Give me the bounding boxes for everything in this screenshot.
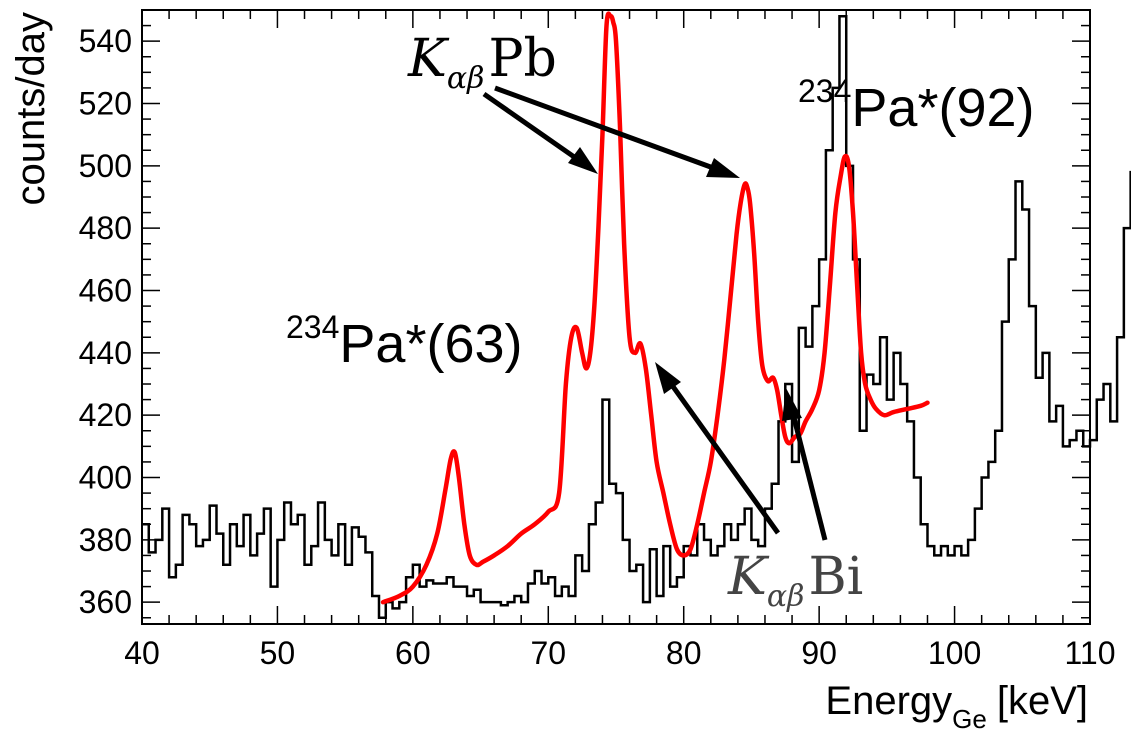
arrowhead-bi-right: [782, 388, 802, 421]
y-tick-label: 440: [79, 335, 132, 371]
label-kbi-k: K: [727, 547, 770, 607]
y-tick-label: 400: [79, 460, 132, 496]
label-pa63: 234Pa*(63): [286, 309, 522, 374]
x-tick-label: 90: [801, 635, 837, 671]
label-pa63-sup: 234: [286, 309, 339, 345]
arrowhead-pb-left: [568, 147, 598, 174]
arrow-bi-right: [787, 401, 828, 541]
label-pa63-text: Pa*(63): [339, 314, 522, 374]
x-tick-label: 70: [530, 635, 566, 671]
y-axis-title: counts/day: [9, 12, 53, 205]
label-pa92-sup: 234: [798, 73, 851, 109]
x-tick-label: 110: [1064, 635, 1115, 671]
label-pa92: 234Pa*(92): [798, 73, 1034, 138]
label-kpb-k: K: [407, 29, 450, 89]
x-tick-label: 80: [666, 635, 702, 671]
y-tick-label: 420: [79, 397, 132, 433]
y-tick-label: 500: [79, 148, 132, 184]
series-layer: [142, 11, 1131, 620]
axis-ticks: [141, 9, 1091, 624]
label-kpb: KαβPb: [407, 29, 557, 96]
y-tick-label: 460: [79, 273, 132, 309]
label-kbi-text: Bi: [808, 547, 863, 607]
label-kbi: KαβBi: [727, 547, 863, 614]
label-kbi-sub: αβ: [767, 579, 805, 614]
x-axis-title: EnergyGe [keV]: [825, 679, 1088, 734]
y-tick-label: 360: [79, 584, 132, 620]
x-axis-title-main: Energy: [825, 679, 952, 723]
arrowhead-bi-left: [655, 362, 681, 394]
axis-tick-labels: 40 50 60 70 80 90 100 110 360 380 400 420 440 460 480 5…: [79, 23, 1116, 671]
label-kpb-sub: αβ: [447, 61, 485, 96]
arrowhead-pb-right: [706, 158, 740, 178]
arrow-pb-left: [482, 91, 592, 171]
x-tick-label: 100: [928, 635, 981, 671]
y-tick-label: 540: [79, 23, 132, 59]
plot-frame: [141, 9, 1091, 625]
x-tick-label: 40: [124, 635, 160, 671]
x-axis-title-sub: Ge: [952, 704, 987, 734]
x-tick-label: 50: [260, 635, 296, 671]
histogram-data-series: [142, 14, 1131, 620]
x-axis-title-unit: [keV]: [997, 679, 1088, 723]
x-tick-label: 60: [395, 635, 431, 671]
y-tick-label: 520: [79, 86, 132, 122]
arrow-pb-right: [494, 85, 728, 176]
arrow-bi-left: [661, 372, 781, 535]
y-tick-label: 480: [79, 210, 132, 246]
annotation-arrows: [482, 85, 828, 541]
label-pa92-text: Pa*(92): [851, 78, 1034, 138]
y-tick-label: 380: [79, 522, 132, 558]
label-kpb-text: Pb: [488, 29, 556, 89]
fit-curve-series: [380, 11, 930, 605]
